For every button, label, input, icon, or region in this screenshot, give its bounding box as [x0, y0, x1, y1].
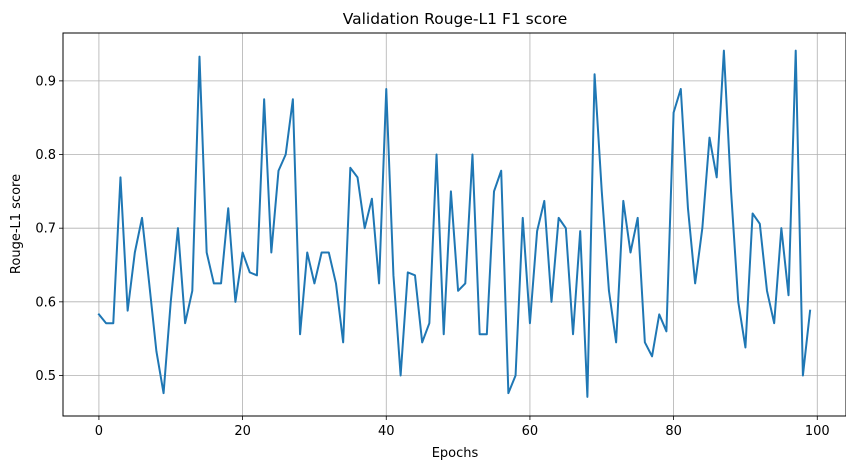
- x-tick-label: 80: [665, 424, 682, 439]
- y-axis-ticks: 0.5 0.6 0.7 0.8 0.9: [35, 74, 63, 384]
- x-axis-ticks: 0 20 40 60 80 100: [95, 416, 830, 439]
- plot-frame: [62, 32, 846, 417]
- y-tick-label: 0.5: [35, 369, 56, 384]
- y-tick-label: 0.7: [35, 222, 56, 237]
- x-tick-label: 0: [95, 424, 103, 439]
- x-tick-label: 100: [805, 424, 830, 439]
- y-tick-label: 0.8: [35, 148, 56, 163]
- y-tick-label: 0.9: [35, 74, 56, 89]
- x-axis-label: Epochs: [432, 446, 479, 461]
- y-axis-label: Rouge-L1 score: [9, 174, 24, 274]
- x-tick-label: 20: [234, 424, 251, 439]
- y-tick-label: 0.6: [35, 295, 56, 310]
- x-tick-label: 40: [378, 424, 395, 439]
- plot-lines: [97, 49, 812, 398]
- series-line-0: [97, 49, 812, 398]
- chart-title: Validation Rouge-L1 F1 score: [343, 10, 568, 28]
- x-tick-label: 60: [522, 424, 539, 439]
